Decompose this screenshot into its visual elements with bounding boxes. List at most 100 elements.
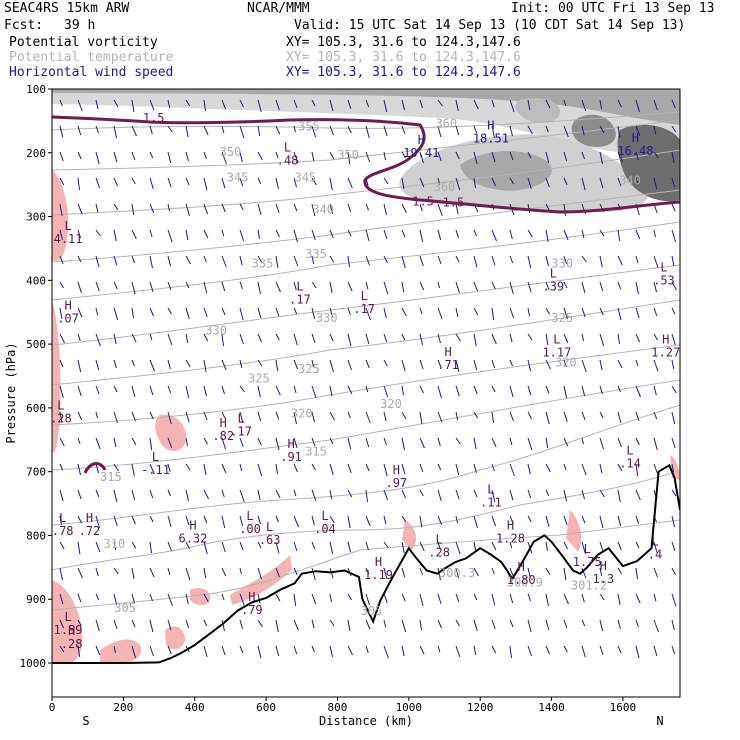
- wind-vector-607: [546, 438, 548, 448]
- wind-vector-82: [114, 516, 117, 526]
- wind-vector-300: [294, 464, 298, 472]
- negative-pv-shading-5: [165, 626, 185, 649]
- wind-vector-492: [456, 308, 458, 317]
- wind-vector-99: [132, 386, 135, 397]
- wind-vector-336: [330, 256, 334, 262]
- wind-vector-343: [330, 438, 333, 444]
- wind-vector-732: [654, 256, 658, 268]
- wind-vector-307: [294, 646, 297, 654]
- wind-vector-120: [150, 360, 155, 371]
- wind-vector-234: [240, 464, 242, 471]
- wind-vector-408: [384, 412, 386, 421]
- wind-vector-399: [384, 178, 388, 184]
- wind-vector-260: [258, 568, 262, 579]
- wind-vector-114: [150, 204, 154, 213]
- theta-label-5: 340: [312, 202, 334, 216]
- y-tick-label-7: 800: [26, 529, 46, 542]
- wind-extremum-value-9: .07: [57, 312, 79, 326]
- wind-vector-407: [384, 386, 388, 397]
- wind-vector-651: [582, 438, 584, 444]
- wind-extremum-value-22: .72: [79, 524, 101, 538]
- wind-vector-470: [438, 308, 442, 319]
- wind-vector-342: [330, 412, 335, 420]
- wind-vector-106: [132, 568, 134, 579]
- wind-vector-32: [78, 360, 81, 372]
- wind-vector-315: [312, 282, 316, 288]
- wind-vector-128: [150, 568, 154, 577]
- wind-vector-614: [546, 620, 549, 630]
- wind-vector-90: [132, 152, 135, 160]
- wind-vector-271: [276, 282, 281, 292]
- wind-vector-415: [384, 594, 387, 603]
- wind-vector-515: [474, 334, 476, 346]
- wind-vector-102: [132, 464, 134, 476]
- wind-vector-585: [528, 438, 532, 450]
- wind-vector-92: [132, 204, 134, 215]
- wind-extremum-value-3: .48: [277, 153, 299, 167]
- wind-vector-246: [258, 204, 261, 215]
- wind-vector-35: [78, 438, 80, 444]
- wind-vector-606: [546, 412, 549, 424]
- wind-vector-294: [294, 308, 297, 314]
- wind-vector-454: [420, 464, 423, 472]
- wind-extremum-type-11: H: [662, 332, 669, 346]
- wind-vector-137: [168, 230, 172, 242]
- wind-vector-717: [636, 438, 639, 445]
- wind-vector-225: [240, 230, 244, 241]
- wind-vector-734: [654, 308, 657, 316]
- wind-vector-473: [438, 386, 442, 398]
- wind-extremum-value-1: 18.51: [473, 132, 509, 146]
- wind-vector-119: [150, 334, 152, 340]
- wind-extremum-type-25: L: [266, 520, 273, 534]
- wind-vector-546: [492, 568, 494, 574]
- y-tick-label-4: 500: [26, 338, 46, 351]
- wind-extremum-type-16: H: [287, 437, 294, 451]
- x-tick-label-2: 400: [185, 701, 205, 714]
- wind-vector-643: [582, 230, 584, 238]
- theta-label-14: 325: [298, 362, 320, 376]
- wind-vector-290: [294, 204, 297, 211]
- wind-vector-731: [654, 230, 656, 237]
- wind-vector-650: [582, 412, 585, 420]
- wind-vector-628: [564, 412, 567, 422]
- wind-extremum-type-18: L: [626, 443, 633, 457]
- wind-extremum-value-36: .28: [61, 637, 83, 651]
- wind-vector-256: [258, 464, 262, 476]
- wind-vector-39: [78, 542, 80, 554]
- wind-extremum-type-7: L: [296, 279, 303, 293]
- wind-vector-752: [672, 204, 675, 211]
- wind-vector-410: [384, 464, 387, 476]
- wind-vector-425: [402, 282, 404, 292]
- wind-vector-756: [672, 308, 675, 314]
- wind-extremum-value-26: .04: [314, 522, 336, 536]
- wind-vector-687: [618, 230, 620, 241]
- theta-label-7: 335: [252, 257, 274, 271]
- wind-vector-13: [60, 438, 64, 446]
- wind-vector-353: [348, 126, 351, 133]
- wind-vector-219: [222, 646, 225, 655]
- wind-extremum-type-13: L: [57, 399, 64, 413]
- wind-vector-317: [312, 334, 315, 343]
- wind-vector-347: [330, 542, 333, 554]
- wind-extremum-type-10: L: [553, 332, 560, 346]
- wind-vector-419: [402, 126, 405, 134]
- wind-vector-570: [510, 620, 513, 627]
- wind-vector-637: [564, 646, 567, 652]
- wind-vector-757: [672, 334, 675, 345]
- wind-vector-357: [348, 230, 351, 236]
- wind-vector-50: [96, 256, 99, 267]
- wind-vector-229: [240, 334, 244, 344]
- wind-vector-593: [528, 646, 532, 656]
- wind-vector-169: [186, 490, 189, 501]
- wind-vector-557: [510, 282, 513, 294]
- x-end-label-left: S: [82, 714, 89, 728]
- wind-vector-268: [276, 204, 279, 213]
- wind-vector-362: [348, 360, 352, 370]
- wind-vector-332: [330, 152, 334, 159]
- wind-vector-516: [474, 360, 477, 370]
- wind-vector-249: [258, 282, 261, 294]
- wind-vector-495: [456, 386, 459, 396]
- wind-vector-18: [60, 568, 63, 580]
- wind-vector-212: [222, 464, 226, 473]
- wind-vector-358: [348, 256, 350, 267]
